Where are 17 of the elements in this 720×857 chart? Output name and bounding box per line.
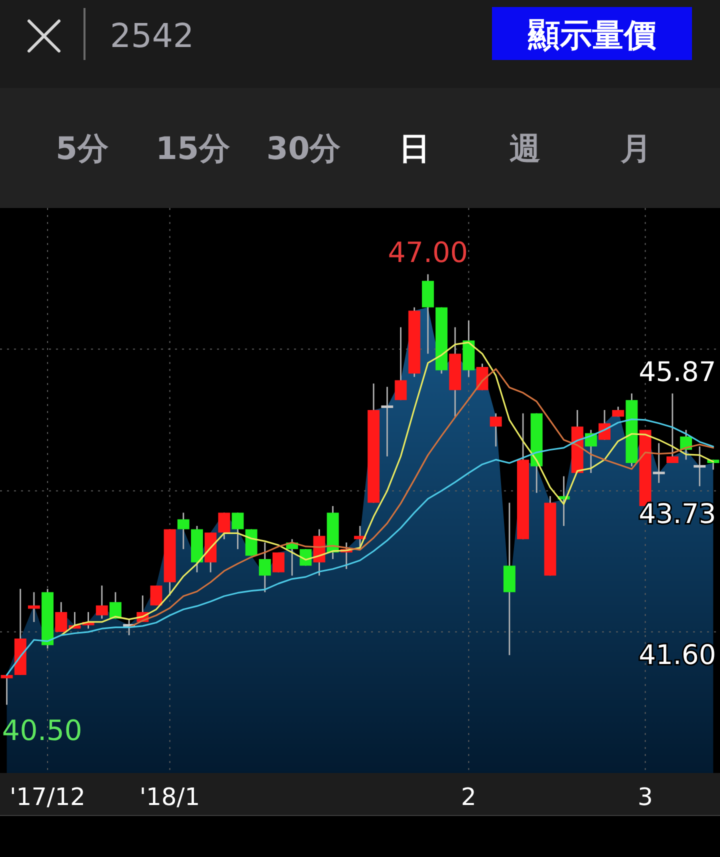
tab-label: 週 xyxy=(510,131,541,167)
note: 40.50 xyxy=(2,714,82,747)
tab-label: 月 xyxy=(620,131,652,167)
title: 2542 xyxy=(110,16,194,55)
xtick-label: '18/1 xyxy=(140,783,200,811)
annotation: 47.00 xyxy=(388,236,468,270)
ytick-label: 45.87 xyxy=(638,357,716,388)
ytick-label: 43.73 xyxy=(638,498,716,530)
tab-label: 30分 xyxy=(266,131,341,167)
tab-label: 5分 xyxy=(56,131,108,167)
button-label: 顯示量價 xyxy=(528,16,656,54)
tab-label: 日 xyxy=(398,131,430,167)
ytick-label: 41.60 xyxy=(638,640,716,671)
xtick-label: 3 xyxy=(638,783,653,811)
xtick-label: '17/12 xyxy=(10,783,86,811)
xtick-label: 2 xyxy=(461,783,476,811)
tab-label: 15分 xyxy=(156,131,230,167)
